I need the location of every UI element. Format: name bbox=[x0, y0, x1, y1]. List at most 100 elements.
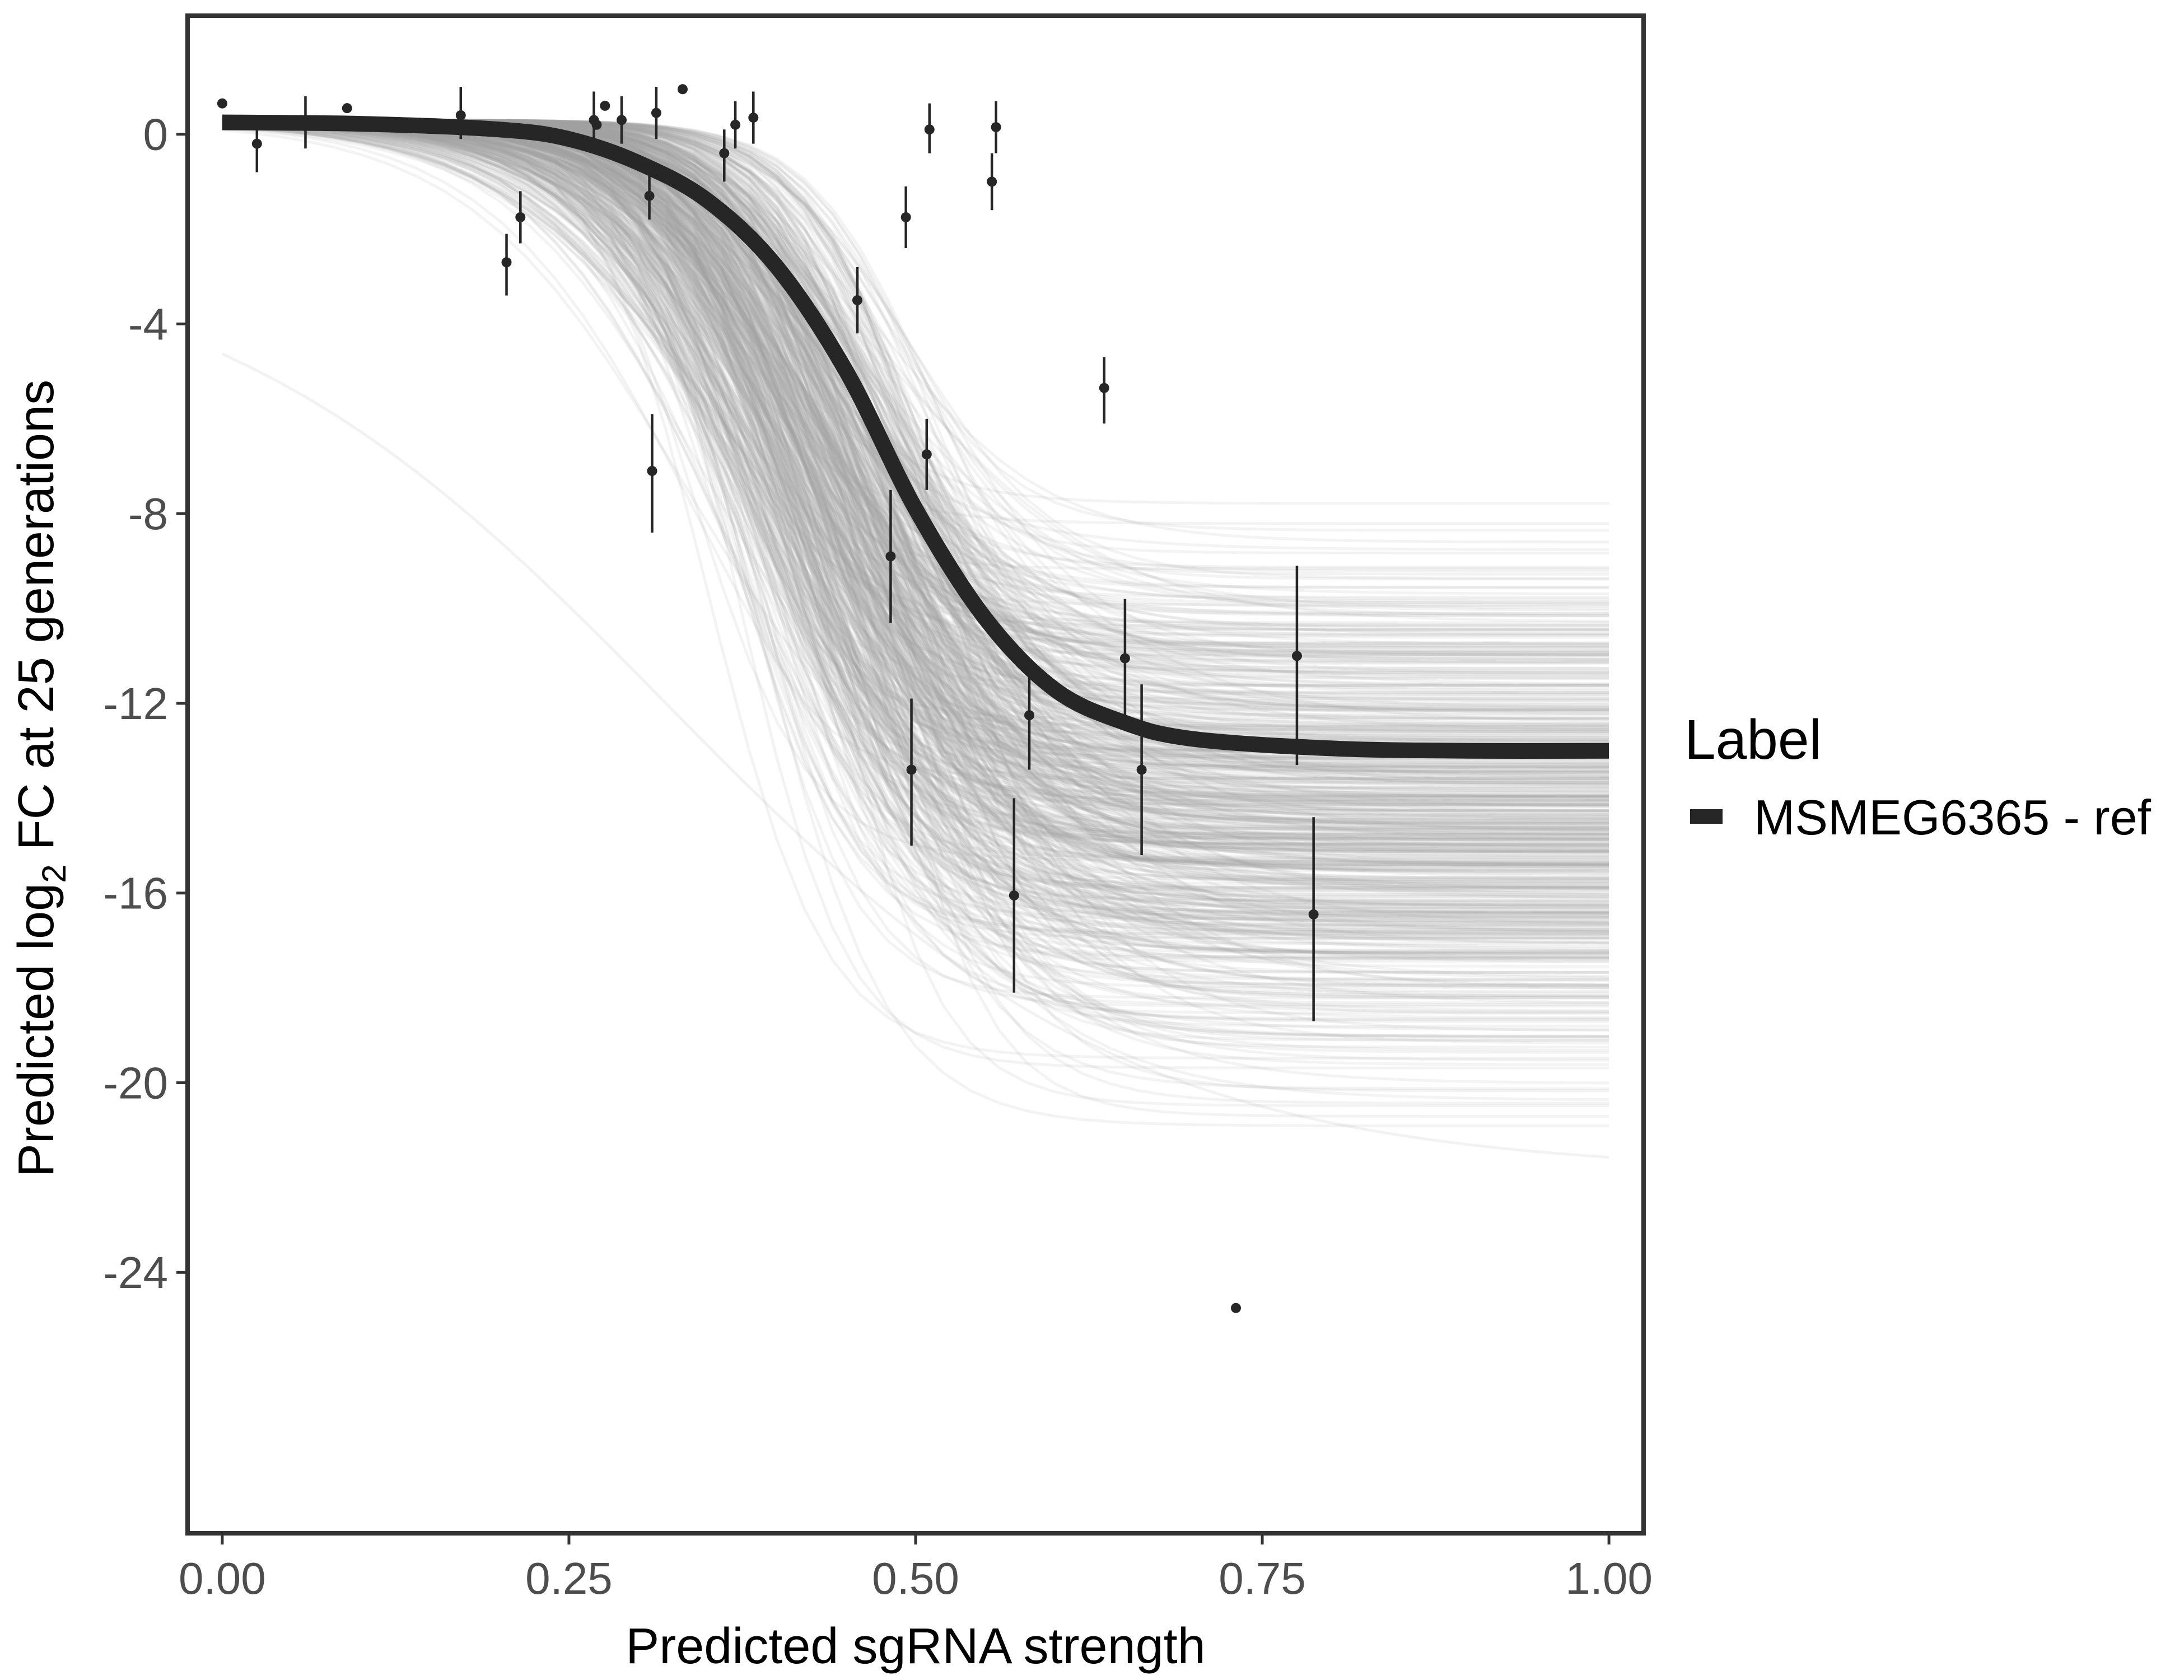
posterior-curve bbox=[222, 122, 1609, 798]
data-point bbox=[647, 414, 657, 533]
x-tick-label: 1.00 bbox=[1565, 1553, 1653, 1603]
posterior-curve bbox=[222, 122, 1609, 933]
data-point bbox=[1231, 1303, 1241, 1313]
posterior-curve bbox=[222, 122, 1609, 693]
posterior-curve bbox=[222, 119, 1609, 672]
x-tick-label: 0.75 bbox=[1219, 1553, 1306, 1603]
y-tick-label: -16 bbox=[103, 869, 168, 918]
data-point bbox=[678, 84, 688, 95]
y-tick-label: -8 bbox=[128, 489, 168, 539]
y-axis: 0 -4 -8 -12 -16 -20 -24 bbox=[103, 110, 185, 1298]
data-point bbox=[591, 119, 602, 130]
posterior-curve bbox=[222, 126, 1609, 814]
posterior-curve bbox=[222, 126, 1609, 918]
posterior-curve bbox=[222, 122, 1609, 875]
posterior-curve bbox=[222, 124, 1609, 822]
posterior-curve bbox=[222, 121, 1609, 963]
posterior-curve bbox=[222, 120, 1609, 835]
posterior-curve bbox=[222, 120, 1609, 786]
posterior-curve bbox=[222, 120, 1609, 1013]
point-marker bbox=[591, 119, 602, 130]
data-point bbox=[991, 101, 1001, 153]
posterior-curve bbox=[222, 123, 1609, 948]
data-point bbox=[885, 489, 896, 623]
posterior-curve bbox=[222, 120, 1609, 884]
data-point bbox=[644, 167, 655, 220]
point-marker bbox=[217, 98, 227, 109]
posterior-curve bbox=[222, 119, 1609, 624]
point-marker bbox=[342, 103, 352, 114]
posterior-curve bbox=[222, 120, 1609, 955]
data-point bbox=[1291, 566, 1302, 766]
posterior-curve bbox=[222, 120, 1609, 847]
posterior-curve bbox=[222, 122, 1609, 772]
data-point bbox=[924, 103, 935, 153]
posterior-curve bbox=[222, 124, 1609, 849]
posterior-curve bbox=[222, 120, 1609, 763]
posterior-curve bbox=[222, 119, 1609, 836]
point-marker bbox=[600, 100, 610, 111]
point-marker bbox=[900, 212, 911, 222]
posterior-curve bbox=[222, 121, 1609, 618]
posterior-curve bbox=[222, 122, 1609, 830]
posterior-curve bbox=[222, 123, 1609, 1032]
point-marker bbox=[1308, 909, 1319, 920]
posterior-curve bbox=[222, 122, 1609, 950]
data-point bbox=[600, 100, 610, 111]
posterior-curve bbox=[222, 120, 1609, 787]
posterior-curve bbox=[222, 120, 1609, 952]
posterior-curve bbox=[222, 120, 1609, 1039]
posterior-curve bbox=[222, 121, 1609, 694]
x-tick-label: 0.25 bbox=[525, 1553, 613, 1603]
posterior-curve bbox=[222, 120, 1609, 801]
point-marker bbox=[644, 190, 655, 201]
point-marker bbox=[1291, 651, 1302, 661]
posterior-curve bbox=[222, 123, 1609, 878]
posterior-curve bbox=[222, 120, 1609, 734]
posterior-curve bbox=[222, 123, 1609, 880]
posterior-curve bbox=[222, 120, 1609, 773]
data-point bbox=[900, 186, 911, 248]
posterior-curve bbox=[222, 120, 1609, 854]
posterior-curve bbox=[222, 119, 1609, 906]
posterior-curve bbox=[222, 124, 1609, 852]
posterior-curve bbox=[222, 120, 1609, 697]
data-point bbox=[300, 96, 311, 149]
posterior-curve bbox=[222, 119, 1609, 953]
x-axis: 0.00 0.25 0.50 0.75 1.00 bbox=[179, 1536, 1653, 1603]
posterior-curve bbox=[222, 119, 1609, 1038]
posterior-curve bbox=[222, 124, 1609, 702]
posterior-curve bbox=[222, 120, 1609, 923]
posterior-curve bbox=[222, 120, 1609, 842]
point-marker bbox=[852, 295, 862, 306]
posterior-curve bbox=[222, 120, 1609, 831]
posterior-curve bbox=[222, 120, 1609, 766]
posterior-curve bbox=[222, 121, 1609, 890]
posterior-curve bbox=[222, 120, 1609, 780]
y-tick-label: 0 bbox=[143, 110, 169, 160]
point-marker bbox=[1024, 710, 1035, 721]
posterior-curve bbox=[222, 119, 1609, 981]
data-point bbox=[651, 87, 661, 139]
data-point bbox=[1099, 357, 1109, 424]
posterior-curve bbox=[222, 120, 1609, 739]
data-point bbox=[1136, 684, 1147, 855]
point-marker bbox=[1231, 1303, 1241, 1313]
posterior-curve bbox=[222, 119, 1609, 760]
point-marker bbox=[921, 449, 932, 460]
data-point bbox=[719, 129, 730, 182]
posterior-curve bbox=[222, 125, 1609, 944]
y-axis-title-part-1: Predicted log bbox=[8, 883, 64, 1177]
x-tick-label: 0.00 bbox=[179, 1553, 266, 1603]
data-point bbox=[251, 115, 262, 172]
posterior-curve bbox=[222, 124, 1609, 679]
point-marker bbox=[885, 551, 896, 562]
posterior-curve bbox=[222, 120, 1609, 661]
data-point bbox=[501, 234, 512, 296]
point-marker bbox=[987, 176, 997, 187]
point-marker bbox=[501, 257, 512, 268]
posterior-curve bbox=[222, 120, 1609, 720]
posterior-curve bbox=[222, 120, 1609, 867]
posterior-curve bbox=[222, 120, 1609, 771]
